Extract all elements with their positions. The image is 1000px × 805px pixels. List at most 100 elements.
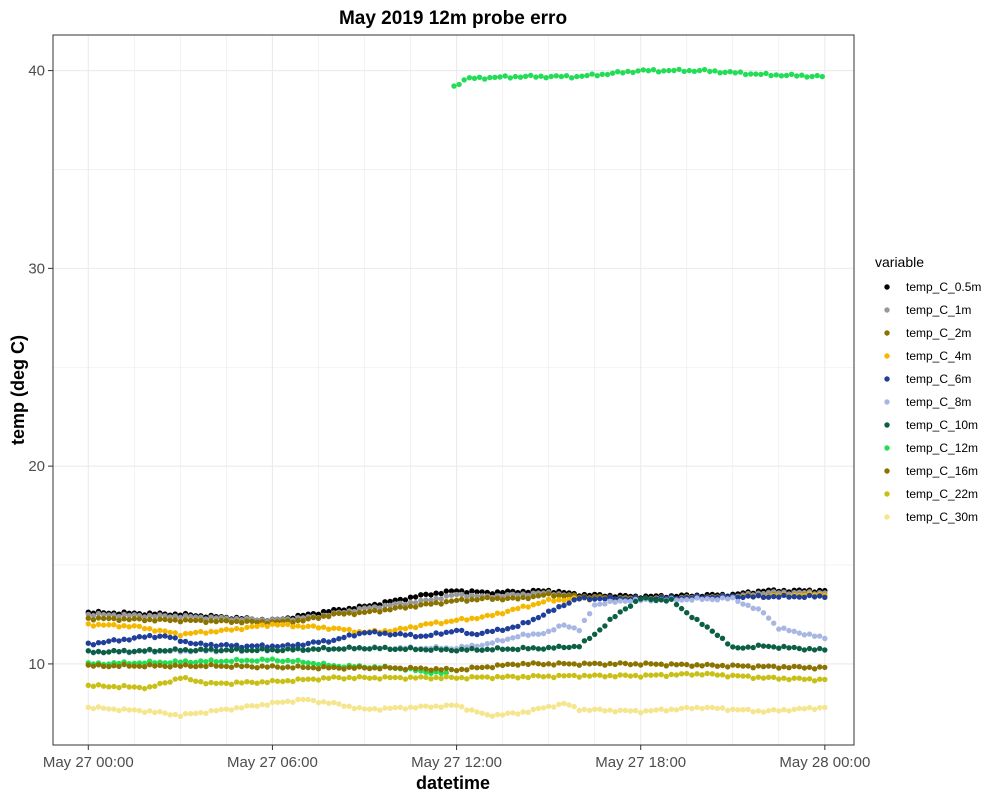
data-point	[295, 617, 301, 624]
data-point	[331, 646, 337, 652]
data-point	[208, 657, 214, 663]
data-point	[510, 635, 516, 641]
data-point	[218, 647, 224, 654]
data-point	[535, 661, 542, 667]
data-point	[607, 660, 613, 667]
data-point	[116, 663, 122, 670]
data-point	[617, 598, 623, 604]
data-point	[515, 662, 521, 668]
data-point	[382, 674, 388, 680]
data-point	[561, 700, 567, 707]
data-point	[290, 619, 296, 625]
data-point	[453, 591, 460, 598]
data-point	[213, 659, 219, 665]
data-point	[586, 673, 593, 679]
data-point	[592, 660, 598, 666]
data-point	[438, 601, 444, 607]
data-point	[597, 672, 603, 678]
data-point	[121, 682, 127, 689]
data-point	[274, 664, 281, 670]
data-point	[397, 665, 403, 671]
data-point	[106, 663, 112, 670]
data-point	[95, 621, 102, 628]
data-point	[228, 619, 235, 626]
data-point	[203, 630, 209, 636]
data-point	[592, 596, 598, 602]
data-point	[694, 671, 700, 677]
data-point	[730, 672, 736, 678]
data-point	[285, 621, 291, 628]
data-point	[157, 616, 163, 622]
series-temp_C_30m	[85, 696, 828, 719]
data-point	[725, 674, 731, 680]
data-point	[443, 670, 449, 676]
data-point	[116, 617, 122, 624]
data-point	[661, 68, 667, 74]
data-point	[407, 674, 414, 680]
data-point	[781, 625, 787, 631]
data-point	[418, 646, 424, 653]
data-point	[510, 624, 516, 630]
data-point	[249, 664, 255, 670]
data-point	[423, 674, 429, 681]
legend-label: temp_C_2m	[906, 326, 971, 340]
data-point	[709, 628, 715, 634]
data-point	[172, 613, 178, 619]
data-point	[530, 706, 536, 713]
data-point	[525, 661, 531, 668]
data-point	[515, 596, 521, 602]
data-point	[177, 614, 184, 621]
data-point	[177, 659, 184, 665]
data-point	[617, 660, 623, 666]
data-point	[525, 674, 531, 681]
data-point	[489, 640, 496, 646]
data-point	[233, 625, 240, 632]
data-point	[464, 707, 470, 713]
data-point	[182, 662, 189, 668]
data-point	[407, 599, 414, 606]
data-point	[280, 665, 286, 671]
data-point	[177, 632, 184, 639]
data-point	[520, 660, 526, 667]
data-point	[520, 631, 526, 637]
data-point	[622, 660, 629, 667]
data-point	[387, 674, 393, 681]
data-point	[433, 590, 439, 596]
data-point	[203, 642, 209, 648]
data-point	[382, 664, 388, 670]
data-point	[315, 700, 322, 706]
data-point	[786, 665, 792, 671]
data-point	[479, 664, 485, 671]
data-point	[208, 614, 214, 620]
data-point	[320, 624, 327, 630]
data-point	[689, 597, 695, 603]
legend-key	[884, 330, 890, 336]
data-point	[479, 589, 485, 595]
data-point	[346, 626, 352, 633]
data-point	[85, 648, 92, 654]
data-point	[569, 75, 575, 81]
data-point	[187, 648, 194, 654]
data-point	[545, 661, 552, 667]
data-point	[714, 597, 721, 603]
data-point	[448, 592, 455, 598]
data-point	[305, 664, 311, 671]
x-tick-label: May 27 12:00	[411, 754, 502, 771]
data-point	[735, 662, 741, 669]
data-point	[423, 621, 429, 627]
data-point	[592, 631, 598, 637]
data-point	[801, 594, 808, 600]
data-point	[141, 617, 148, 624]
data-point	[438, 596, 444, 602]
data-point	[382, 602, 388, 609]
data-point	[771, 663, 777, 669]
data-point	[505, 646, 511, 652]
chart-title: May 2019 12m probe erro	[339, 8, 567, 29]
data-point	[111, 663, 117, 669]
data-point	[443, 588, 449, 594]
data-point	[382, 630, 388, 636]
data-point	[300, 618, 306, 624]
data-point	[141, 685, 148, 692]
data-point	[451, 83, 457, 89]
data-point	[617, 707, 623, 713]
